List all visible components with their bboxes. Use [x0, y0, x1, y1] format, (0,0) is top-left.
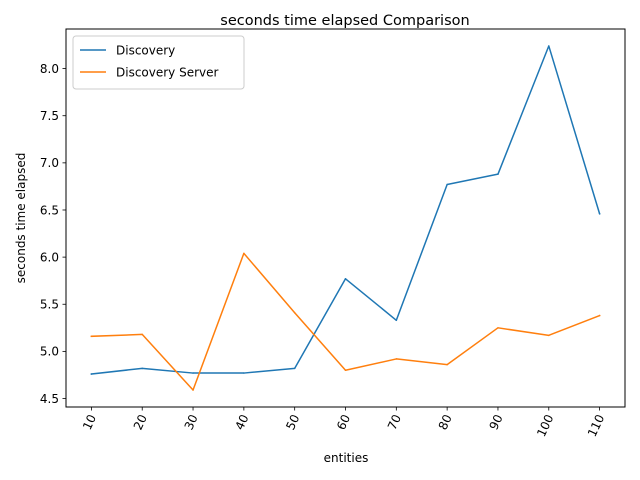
data-point	[497, 327, 499, 329]
y-tick-label: 5.0	[40, 345, 59, 359]
y-tick-label: 7.0	[40, 156, 59, 170]
data-point	[141, 367, 143, 370]
data-point	[90, 373, 93, 375]
data-point	[446, 183, 448, 186]
x-tick-label: 10	[80, 412, 99, 432]
data-point	[192, 372, 194, 374]
y-axis: 4.5 5.0 5.5 6.0 6.5 7.0 7.5 8.0	[40, 62, 66, 406]
data-point	[344, 369, 347, 371]
legend-box	[72, 35, 245, 90]
x-tick-label: 70	[385, 412, 404, 432]
data-point	[293, 367, 296, 370]
data-point	[192, 389, 194, 391]
data-point	[598, 314, 601, 317]
x-axis: 10 20 30 40 50 60 70 80 90 100 110	[80, 407, 607, 439]
x-tick-label: 20	[131, 412, 150, 432]
x-tick-label: 90	[487, 412, 506, 432]
y-tick-label: 7.5	[40, 109, 59, 123]
data-point	[293, 311, 296, 314]
chart-title: seconds time elapsed Comparison	[220, 13, 469, 29]
y-tick-label: 5.5	[40, 298, 59, 312]
x-tick-label: 60	[334, 412, 353, 432]
legend-label: Discovery Server	[116, 65, 219, 79]
data-point	[243, 372, 245, 374]
legend-label: Discovery	[116, 43, 175, 57]
y-tick-label: 6.5	[40, 203, 59, 217]
x-tick-label: 30	[182, 412, 201, 432]
x-tick-label: 80	[436, 412, 455, 432]
y-tick-label: 4.5	[40, 392, 59, 406]
series-layer	[90, 45, 601, 391]
data-point	[395, 319, 398, 322]
data-point	[90, 335, 93, 338]
data-point	[243, 252, 245, 255]
y-tick-label: 6.0	[40, 250, 59, 264]
data-point	[141, 333, 143, 336]
y-tick-label: 8.0	[40, 62, 59, 76]
y-axis-label: seconds time elapsed	[14, 153, 28, 284]
legend: Discovery Discovery Server	[72, 35, 245, 90]
data-point	[497, 173, 499, 175]
data-point	[598, 213, 601, 215]
data-point	[548, 334, 550, 337]
data-point	[548, 45, 550, 47]
x-axis-label: entities	[324, 451, 369, 465]
x-tick-label: 50	[283, 412, 302, 432]
data-point	[395, 358, 398, 360]
data-point	[446, 363, 448, 366]
x-tick-label: 40	[232, 412, 251, 432]
data-point	[344, 278, 347, 280]
